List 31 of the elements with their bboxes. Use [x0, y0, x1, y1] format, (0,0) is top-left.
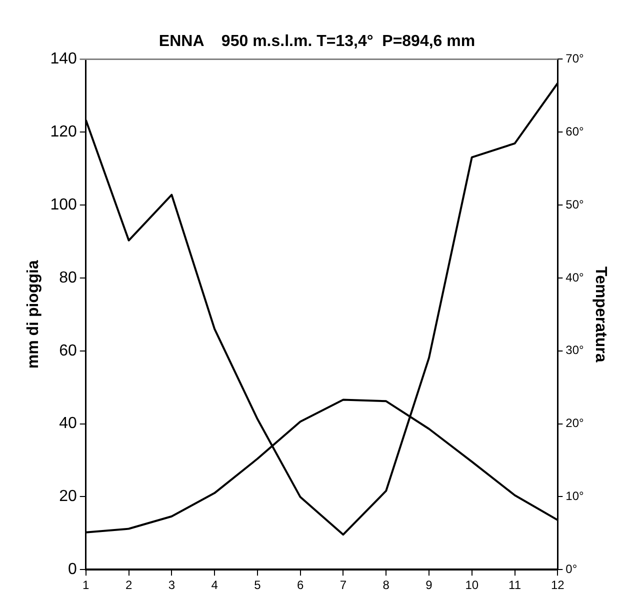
y2-tick-label: 70°	[566, 52, 584, 66]
y-tick-label: 100	[50, 196, 77, 214]
x-tick-label: 12	[550, 578, 565, 592]
y2-tick-label: 50°	[566, 197, 584, 212]
x-tick-label: 3	[168, 578, 176, 592]
x-tick-label: 6	[296, 578, 304, 592]
x-tick-label: 2	[125, 578, 132, 592]
x-tick-label: 4	[211, 578, 218, 592]
y-tick-label: 120	[50, 124, 77, 141]
y-tick-label: 140	[50, 50, 77, 68]
y-tick-label: 80	[59, 269, 77, 286]
y2-tick-label: 10°	[566, 489, 584, 503]
chart-title: ENNA 950 m.s.l.m. T=13,4° P=894,6 mm	[158, 33, 476, 50]
y2-tick-label: 20°	[566, 416, 584, 430]
y2-tick-label: 40°	[566, 270, 584, 284]
y-axis-title: mm di pioggia	[25, 260, 42, 369]
x-tick-label: 8	[382, 578, 390, 592]
y2-tick-label: 0°	[566, 562, 578, 576]
x-tick-label: 1	[82, 578, 90, 592]
y2-tick-label: 60°	[566, 124, 584, 138]
y-tick-label: 60	[59, 342, 77, 360]
y-tick-label: 20	[59, 488, 77, 506]
x-tick-label: 11	[508, 578, 522, 592]
x-tick-label: 5	[254, 578, 262, 592]
y2-axis-title: Temperatura	[592, 266, 609, 362]
x-tick-label: 10	[465, 578, 479, 592]
y2-tick-label: 30°	[566, 343, 584, 358]
x-tick-label: 9	[426, 578, 433, 592]
y-tick-label: 0	[68, 561, 77, 578]
y-tick-label: 40	[59, 415, 77, 432]
x-tick-label: 7	[340, 578, 347, 592]
